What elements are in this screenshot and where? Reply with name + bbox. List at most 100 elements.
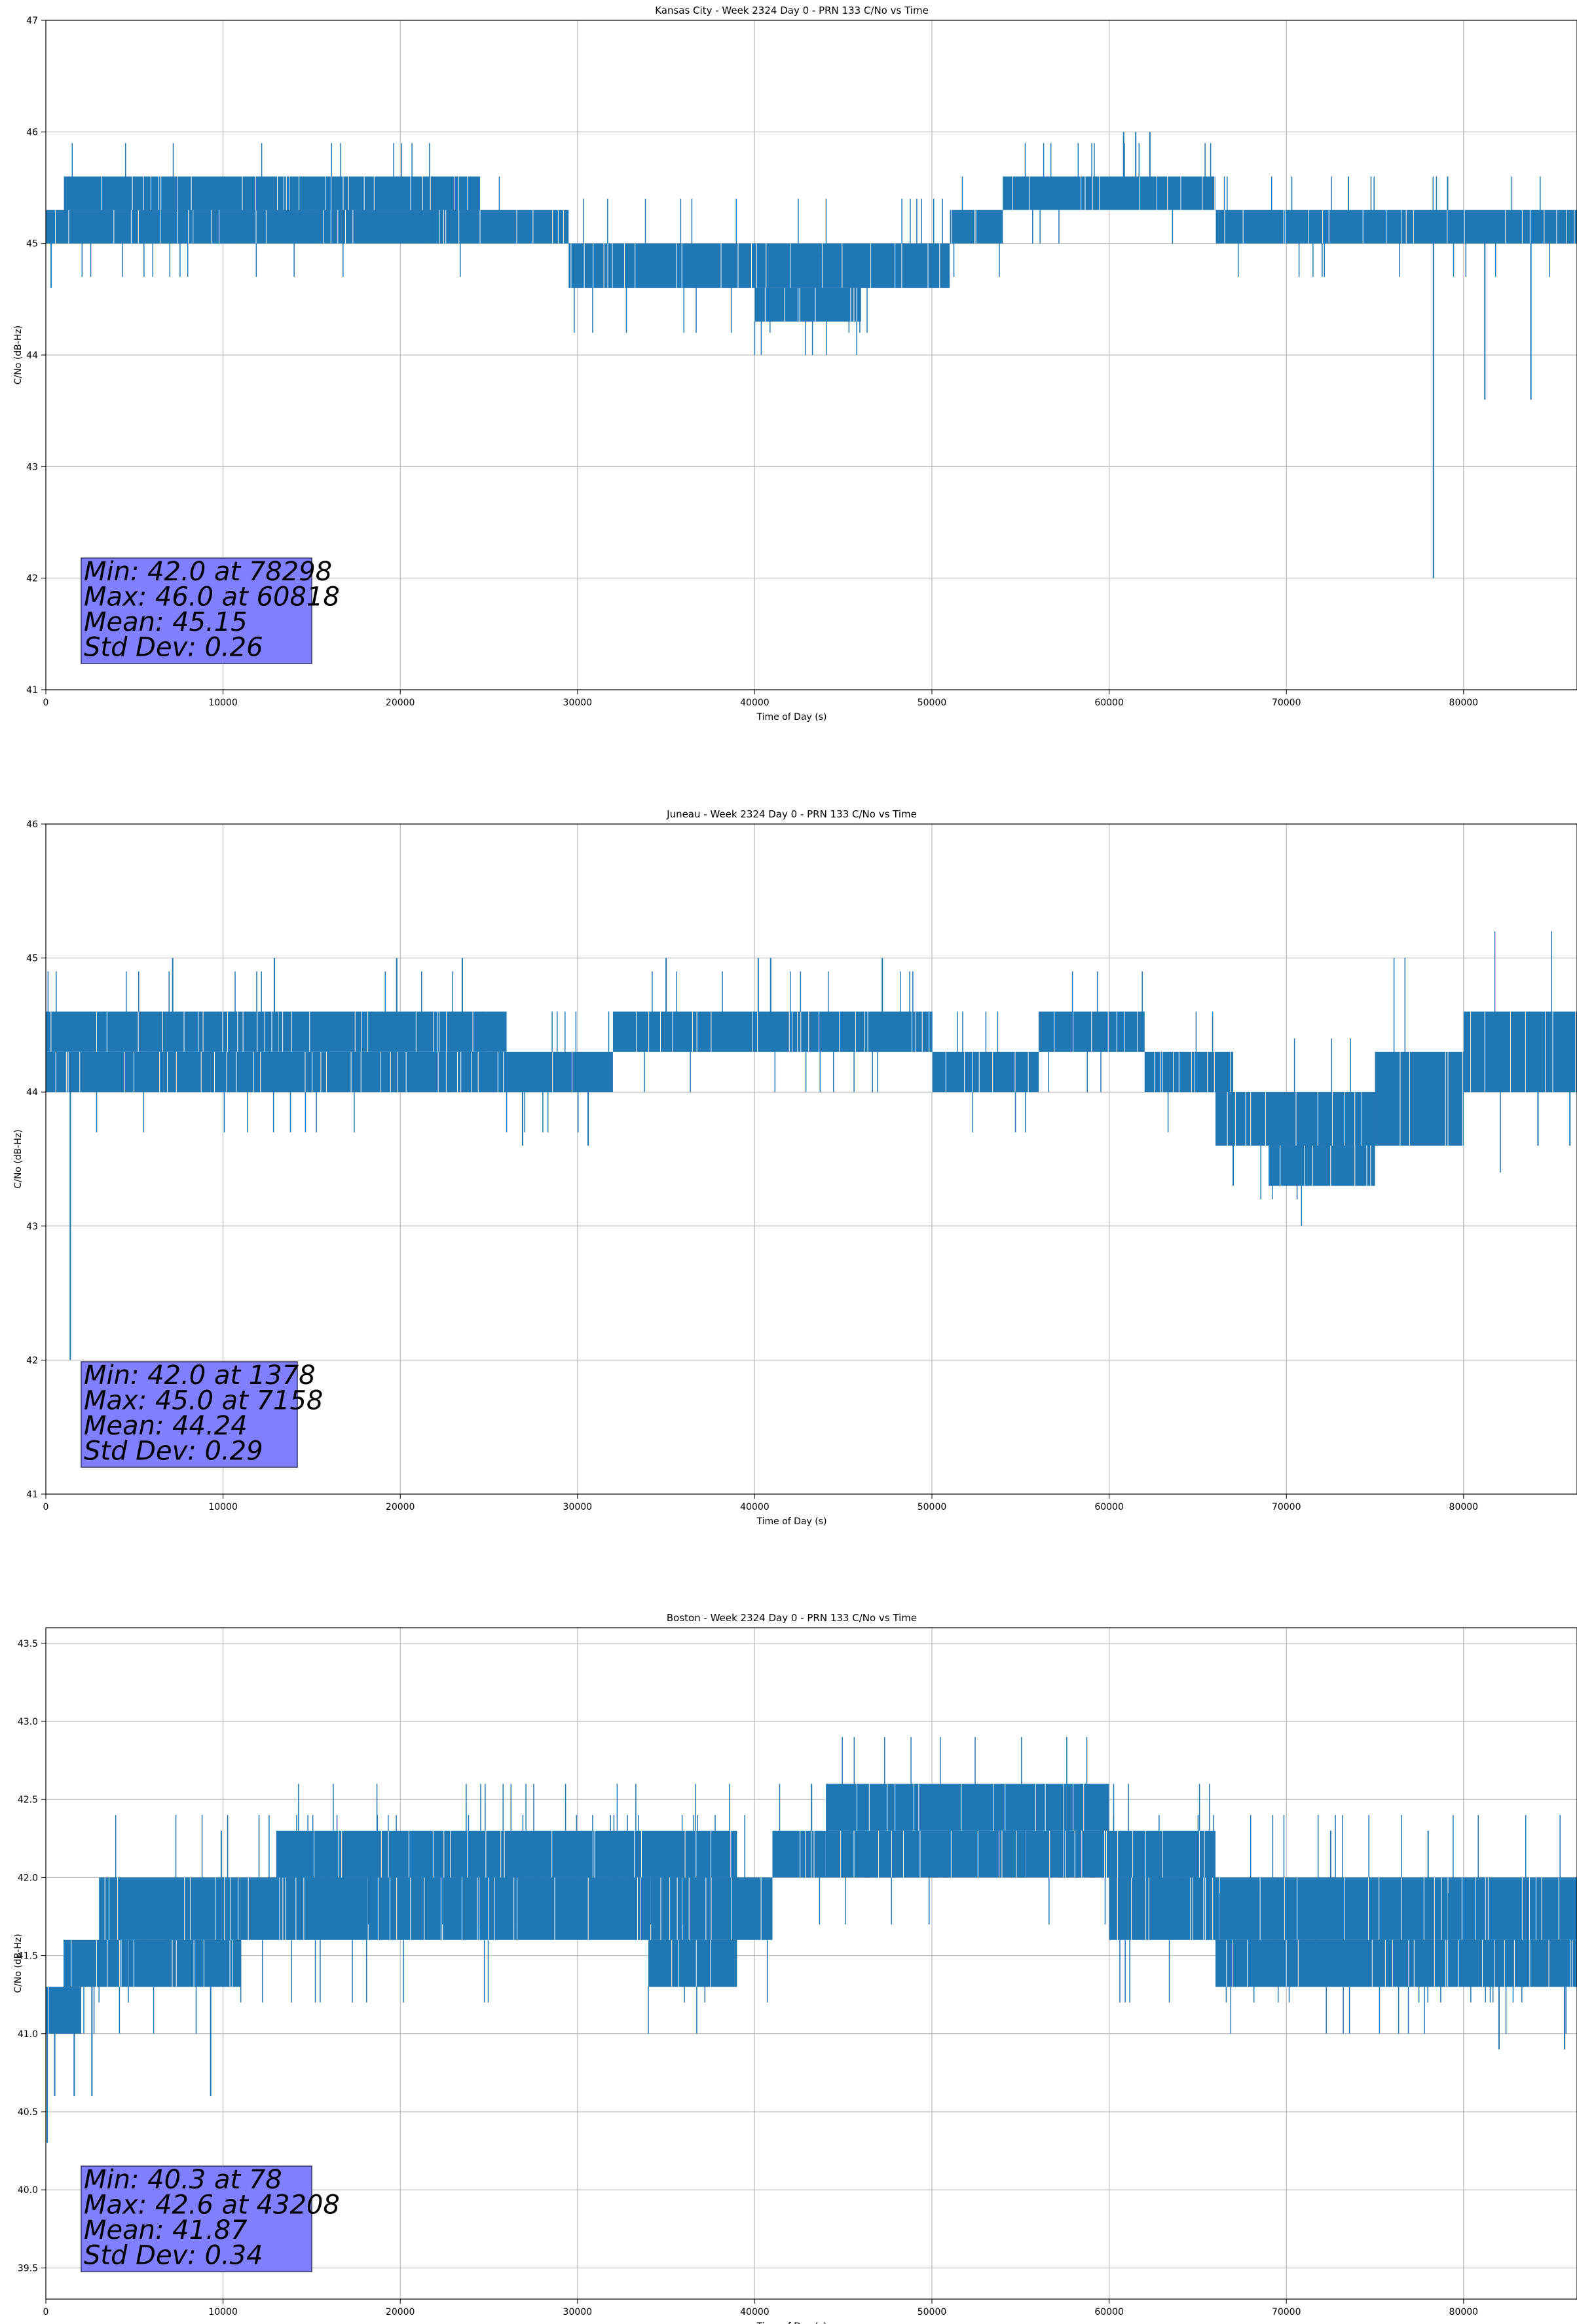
y-tick-label: 41 [26, 685, 38, 696]
x-tick-label: 50000 [918, 698, 947, 708]
data-band [1215, 1092, 1375, 1146]
y-tick-label: 43 [26, 1222, 38, 1232]
y-tick-label: 47 [26, 16, 38, 26]
y-tick-label: 39.5 [18, 2263, 38, 2274]
y-axis-label: C/No (dB-Hz) [13, 326, 24, 384]
data-band-gaps [764, 288, 857, 322]
x-tick-label: 20000 [386, 698, 415, 708]
data-band-excursions [1167, 1011, 1221, 1133]
data-band-excursions [506, 1011, 610, 1133]
data-band [46, 1011, 507, 1052]
x-tick-label: 60000 [1094, 2307, 1124, 2317]
x-tick-label: 40000 [740, 698, 770, 708]
stats-line: Min: 40.3 at 78 [84, 2165, 282, 2195]
data-band-excursions [779, 1784, 821, 1924]
data-band-excursions [754, 254, 857, 355]
data-band [612, 1011, 933, 1052]
x-tick-label: 20000 [386, 2307, 415, 2317]
data-series [46, 931, 1577, 1360]
data-band [46, 210, 480, 244]
data-band-gaps [55, 210, 460, 244]
data-band-excursions [644, 971, 914, 1093]
stats-line: Max: 45.0 at 7158 [84, 1386, 323, 1416]
data-band-excursions [1024, 143, 1212, 244]
y-tick-label: 43 [26, 462, 38, 472]
data-band-gaps [671, 1940, 711, 1987]
data-band-gaps [1470, 1011, 1576, 1093]
data-band-gaps [570, 243, 940, 288]
data-band [506, 1051, 613, 1093]
y-tick-label: 46 [26, 819, 38, 830]
x-tick-label: 50000 [918, 2307, 947, 2317]
x-tick-label: 0 [43, 2307, 49, 2317]
data-band-excursions [1218, 1893, 1567, 2034]
x-tick-label: 10000 [208, 1502, 238, 1512]
data-band-gaps [636, 1011, 930, 1052]
data-band-gaps [1215, 210, 1575, 244]
data-band [932, 1051, 1039, 1093]
data-band [64, 176, 480, 210]
data-band [1215, 1877, 1577, 1940]
y-tick-label: 41.5 [18, 1951, 38, 1962]
data-band [772, 1830, 826, 1878]
x-tick-label: 60000 [1094, 698, 1124, 708]
data-band [1269, 1146, 1375, 1186]
x-tick-label: 40000 [740, 1502, 770, 1512]
data-band [1375, 1051, 1464, 1146]
data-band-excursions [1494, 931, 1552, 1172]
y-tick-label: 45 [26, 954, 38, 964]
data-band-gaps [800, 1830, 815, 1878]
x-tick-label: 30000 [563, 2307, 593, 2317]
x-tick-label: 80000 [1449, 2307, 1479, 2317]
stats-box [81, 557, 312, 664]
data-band-gaps [248, 1877, 762, 1940]
x-axis-label: Time of Day (s) [756, 712, 827, 722]
stats-line: Std Dev: 0.34 [84, 2241, 263, 2271]
data-band [648, 1940, 737, 1987]
y-tick-label: 42 [26, 1355, 38, 1366]
data-band [950, 210, 1003, 244]
x-tick-label: 30000 [563, 698, 593, 708]
x-tick-label: 10000 [208, 698, 238, 708]
x-tick-label: 80000 [1449, 1502, 1479, 1512]
data-band-excursions [1037, 971, 1143, 1093]
stats-line: Std Dev: 0.29 [84, 1436, 263, 1467]
chart-title: Kansas City - Week 2324 Day 0 - PRN 133 … [655, 5, 929, 16]
data-band-excursions [1268, 1105, 1370, 1226]
data-band-gaps [949, 210, 976, 244]
chart-title: Boston - Week 2324 Day 0 - PRN 133 C/No … [667, 1612, 917, 1624]
data-band-excursions [953, 176, 1000, 277]
y-tick-label: 45 [26, 239, 38, 250]
chart-panel-3: 0 10000 20000 30000 40000 50000 60000 70000 8000… [13, 1612, 1577, 2324]
data-band-gaps [1012, 176, 1215, 210]
data-band-gaps [840, 1830, 1107, 1878]
data-band [46, 1051, 507, 1093]
data-band-gaps [825, 1784, 1085, 1831]
data-band-gaps [552, 1051, 572, 1093]
data-band-excursions [71, 143, 477, 244]
x-axis-label: Time of Day (s) [756, 2321, 827, 2324]
y-axis-label: C/No (dB-Hz) [13, 1129, 24, 1188]
data-band-gaps [1117, 1830, 1205, 1878]
data-band [1144, 1051, 1234, 1093]
y-tick-label: 42 [26, 574, 38, 584]
axes-frame [45, 1627, 1577, 2300]
stats-line: Min: 42.0 at 78298 [84, 557, 332, 587]
x-tick-label: 50000 [918, 1502, 947, 1512]
x-tick-label: 70000 [1272, 2307, 1301, 2317]
data-band [64, 1940, 241, 1987]
x-tick-label: 0 [43, 698, 49, 708]
data-band [1463, 1011, 1577, 1093]
y-tick-label: 46 [26, 127, 38, 138]
stats-line: Mean: 41.87 [84, 2215, 248, 2245]
data-band-excursions [98, 1815, 229, 2003]
y-tick-label: 44 [26, 350, 38, 361]
y-tick-label: 44 [26, 1087, 38, 1098]
data-band-excursions [648, 1893, 711, 2034]
data-band-gaps [931, 1051, 1029, 1093]
data-band-gaps [1226, 1940, 1573, 1987]
stats-line: Min: 42.0 at 1378 [84, 1360, 316, 1391]
data-band-excursions [1113, 1784, 1210, 1924]
y-tick-label: 42.0 [18, 1873, 38, 1883]
